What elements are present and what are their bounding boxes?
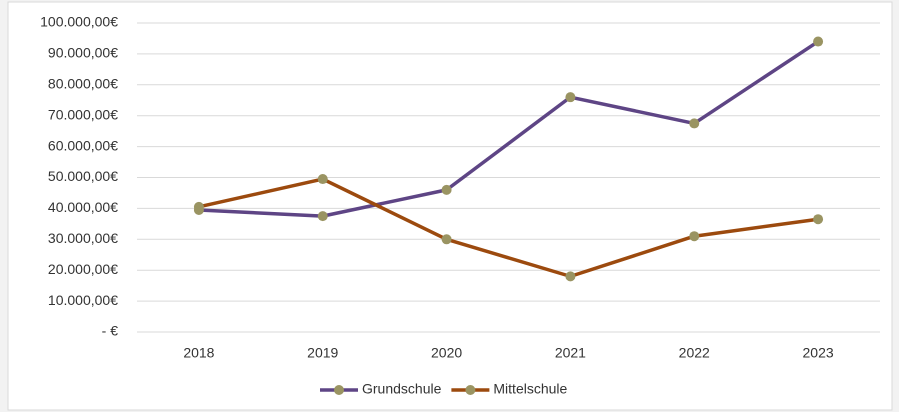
legend-marker bbox=[465, 385, 476, 395]
y-tick-label: 30.000,00€ bbox=[48, 230, 118, 246]
data-point bbox=[689, 231, 700, 242]
y-tick-label: 20.000,00€ bbox=[48, 261, 118, 277]
series-line bbox=[198, 177, 819, 279]
x-tick-label: 2019 bbox=[307, 345, 338, 361]
y-tick-label: 80.000,00€ bbox=[48, 76, 118, 92]
y-tick-label: 100.000,00€ bbox=[40, 14, 118, 30]
data-point bbox=[813, 214, 824, 225]
data-point bbox=[689, 118, 700, 129]
x-tick-label: 2023 bbox=[803, 345, 834, 361]
data-point bbox=[565, 92, 576, 103]
y-tick-label: 10.000,00€ bbox=[48, 292, 118, 308]
data-point bbox=[441, 234, 452, 245]
x-tick-label: 2018 bbox=[183, 345, 214, 361]
legend-label: Mittelschule bbox=[493, 381, 567, 397]
y-tick-label: 60.000,00€ bbox=[48, 137, 118, 153]
data-point bbox=[813, 36, 824, 47]
legend-marker bbox=[334, 385, 344, 395]
y-tick-label: - € bbox=[102, 323, 119, 339]
chart-area bbox=[7, 1, 893, 411]
y-tick-label: 90.000,00€ bbox=[48, 45, 118, 61]
series-line bbox=[198, 40, 820, 218]
x-tick-label: 2022 bbox=[679, 345, 710, 361]
y-tick-label: 70.000,00€ bbox=[48, 106, 118, 122]
data-point bbox=[193, 201, 204, 212]
data-point bbox=[317, 211, 328, 222]
x-tick-label: 2021 bbox=[555, 345, 586, 361]
y-tick-label: 50.000,00€ bbox=[48, 168, 118, 184]
data-point bbox=[565, 271, 576, 282]
x-tick-label: 2020 bbox=[431, 345, 462, 361]
data-point bbox=[317, 174, 328, 185]
y-tick-label: 40.000,00€ bbox=[48, 199, 118, 215]
legend-label: Grundschule bbox=[362, 381, 442, 397]
data-point bbox=[441, 184, 452, 195]
